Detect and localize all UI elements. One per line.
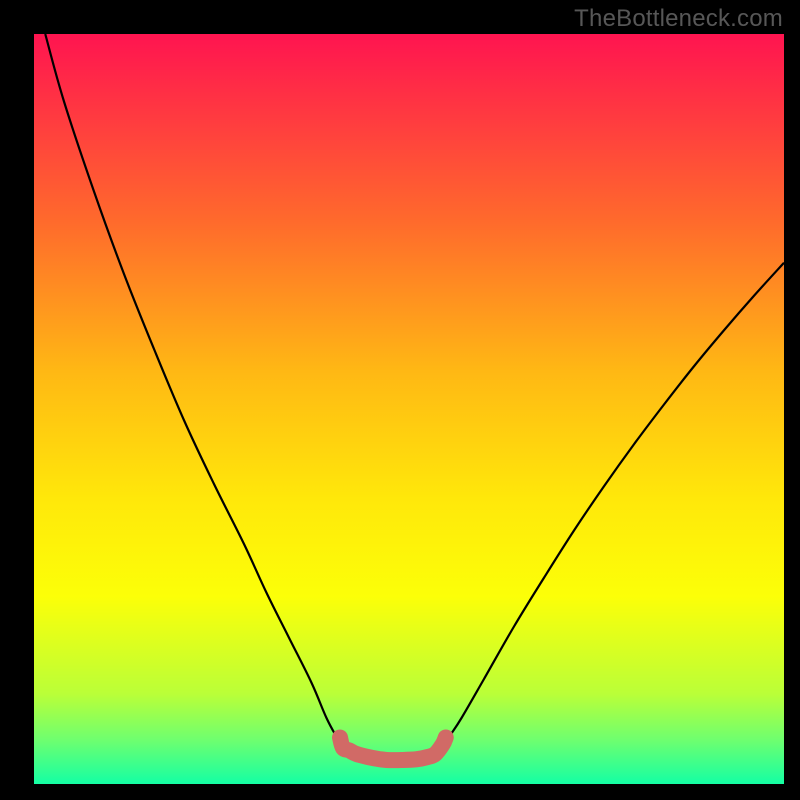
chart-svg [34,34,784,784]
bottleneck-chart [34,34,784,784]
watermark-text: TheBottleneck.com [574,5,783,33]
chart-background [34,34,784,784]
